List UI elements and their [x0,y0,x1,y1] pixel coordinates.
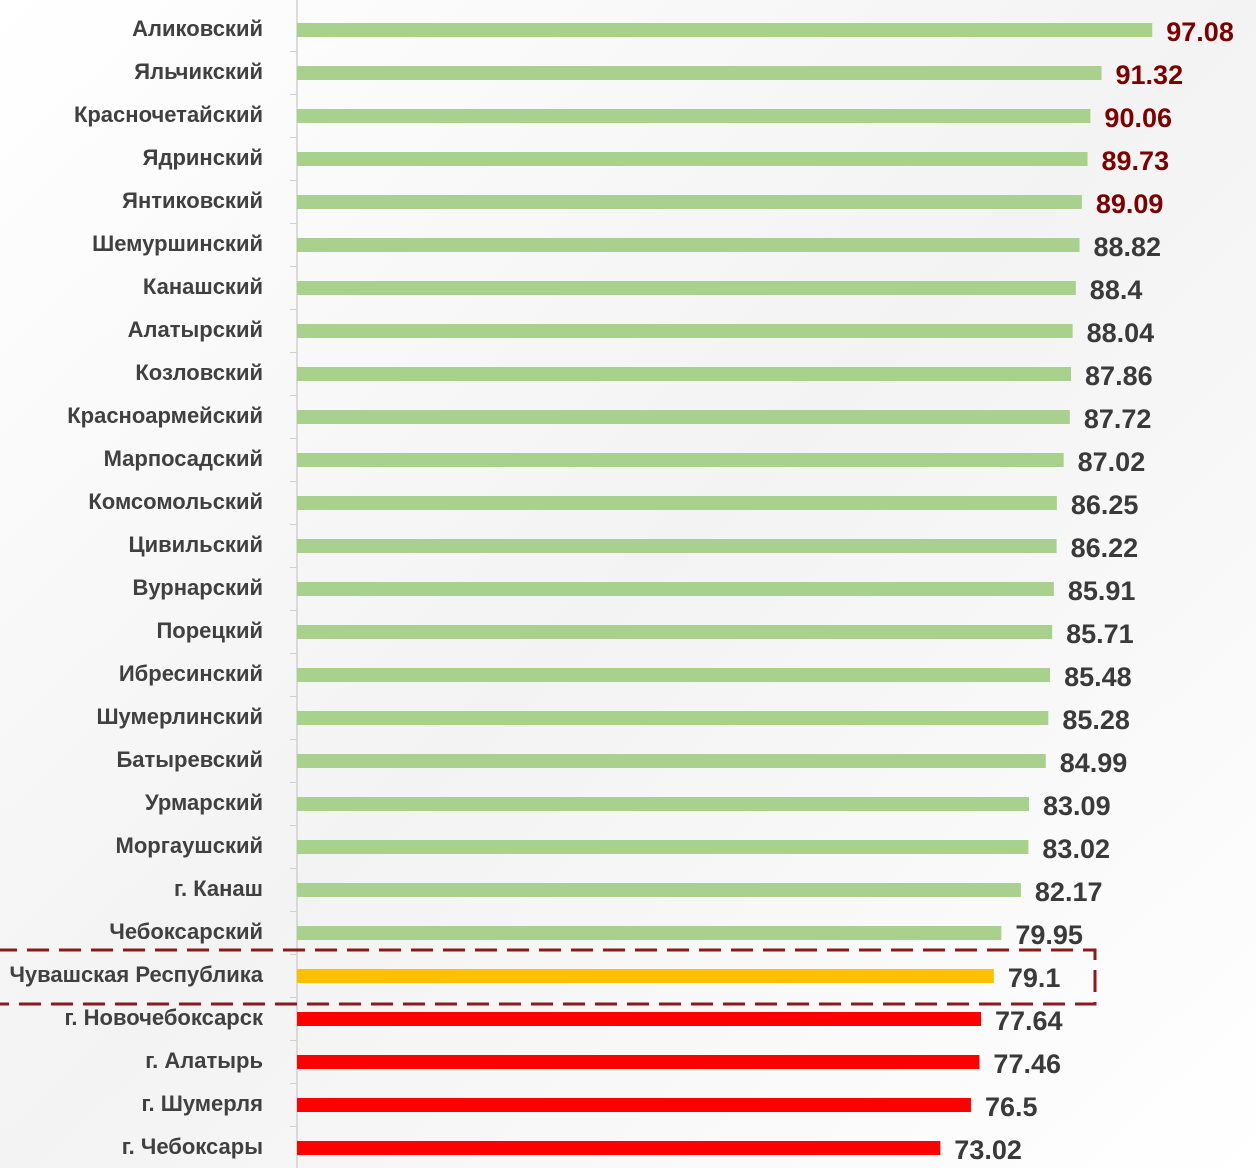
y-tick-label: Урмарский [145,790,263,815]
data-label: 85.71 [1066,619,1134,649]
bar [297,238,1080,252]
y-tick-label: г. Чебоксары [122,1134,263,1159]
data-label: 89.09 [1096,189,1164,219]
bar [297,582,1054,596]
y-tick-label: Канашский [143,274,263,299]
bar [297,324,1073,338]
bar [297,797,1030,811]
data-label: 79.1 [1008,963,1061,993]
bar [297,1141,941,1155]
bar [297,1098,971,1112]
data-label: 77.46 [993,1049,1061,1079]
y-tick-label: Козловский [135,360,263,385]
data-label: 77.64 [995,1006,1063,1036]
y-tick-label: г. Шумерля [142,1091,263,1116]
data-label: 88.82 [1094,232,1162,262]
bar [297,969,994,983]
data-label: 89.73 [1102,146,1170,176]
data-label: 85.91 [1068,576,1136,606]
y-tick-label: Алатырский [128,317,263,342]
bar [297,109,1091,123]
y-tick-label: Ибресинский [119,661,263,686]
data-label: 85.48 [1064,662,1132,692]
y-tick-label: Марпосадский [104,446,263,471]
bar [297,152,1088,166]
data-label: 88.04 [1087,318,1155,348]
bar [297,926,1002,940]
y-tick-label: Шемуршинский [92,231,263,256]
bar [297,1012,982,1026]
data-label: 87.86 [1085,361,1153,391]
data-label: 83.02 [1042,834,1110,864]
data-label: 73.02 [954,1135,1022,1165]
bar [297,23,1153,37]
bar [297,281,1076,295]
y-tick-label: Порецкий [156,618,263,643]
y-tick-label: г. Новочебоксарск [64,1005,264,1030]
y-tick-label: г. Алатырь [145,1048,263,1073]
y-tick-label: Янтиковский [122,188,263,213]
bar [297,66,1102,80]
y-tick-label: Моргаушский [116,833,263,858]
data-label: 83.09 [1043,791,1111,821]
data-label: 97.08 [1166,17,1234,47]
highlight-box [0,948,1097,1006]
data-label: 82.17 [1035,877,1103,907]
data-label: 86.22 [1071,533,1139,563]
data-label: 87.72 [1084,404,1152,434]
bar [297,883,1021,897]
bar [297,496,1057,510]
y-tick-label: Батыревский [116,747,263,772]
y-tick-label: Ядринский [143,145,263,170]
bar [297,754,1046,768]
bar [297,195,1082,209]
y-tick-label: Вурнарский [132,575,263,600]
bar [297,539,1057,553]
bar [297,625,1053,639]
data-label: 87.02 [1078,447,1146,477]
y-tick-label: Шумерлинский [96,704,263,729]
y-tick-label: Красночетайский [74,102,263,127]
y-tick-label: Аликовский [132,16,263,41]
data-label: 84.99 [1060,748,1128,778]
data-label: 86.25 [1071,490,1139,520]
bar [297,840,1029,854]
y-tick-label: Яльчикский [134,59,263,84]
data-label: 79.95 [1015,920,1083,950]
bar [297,1055,980,1069]
y-tick-label: Красноармейский [67,403,263,428]
y-tick-label: г. Канаш [174,876,263,901]
data-label: 91.32 [1116,60,1184,90]
y-tick-label: Чебоксарский [109,919,263,944]
bar [297,668,1051,682]
y-tick-label: Цивильский [129,532,263,557]
bar [297,711,1049,725]
data-label: 90.06 [1104,103,1172,133]
y-tick-label: Комсомольский [88,489,263,514]
data-label: 85.28 [1062,705,1130,735]
y-tick-label: Чувашская Республика [9,962,263,987]
bar [297,410,1070,424]
bar [297,367,1072,381]
bar [297,453,1064,467]
data-label: 76.5 [985,1092,1038,1122]
data-label: 88.4 [1090,275,1143,305]
